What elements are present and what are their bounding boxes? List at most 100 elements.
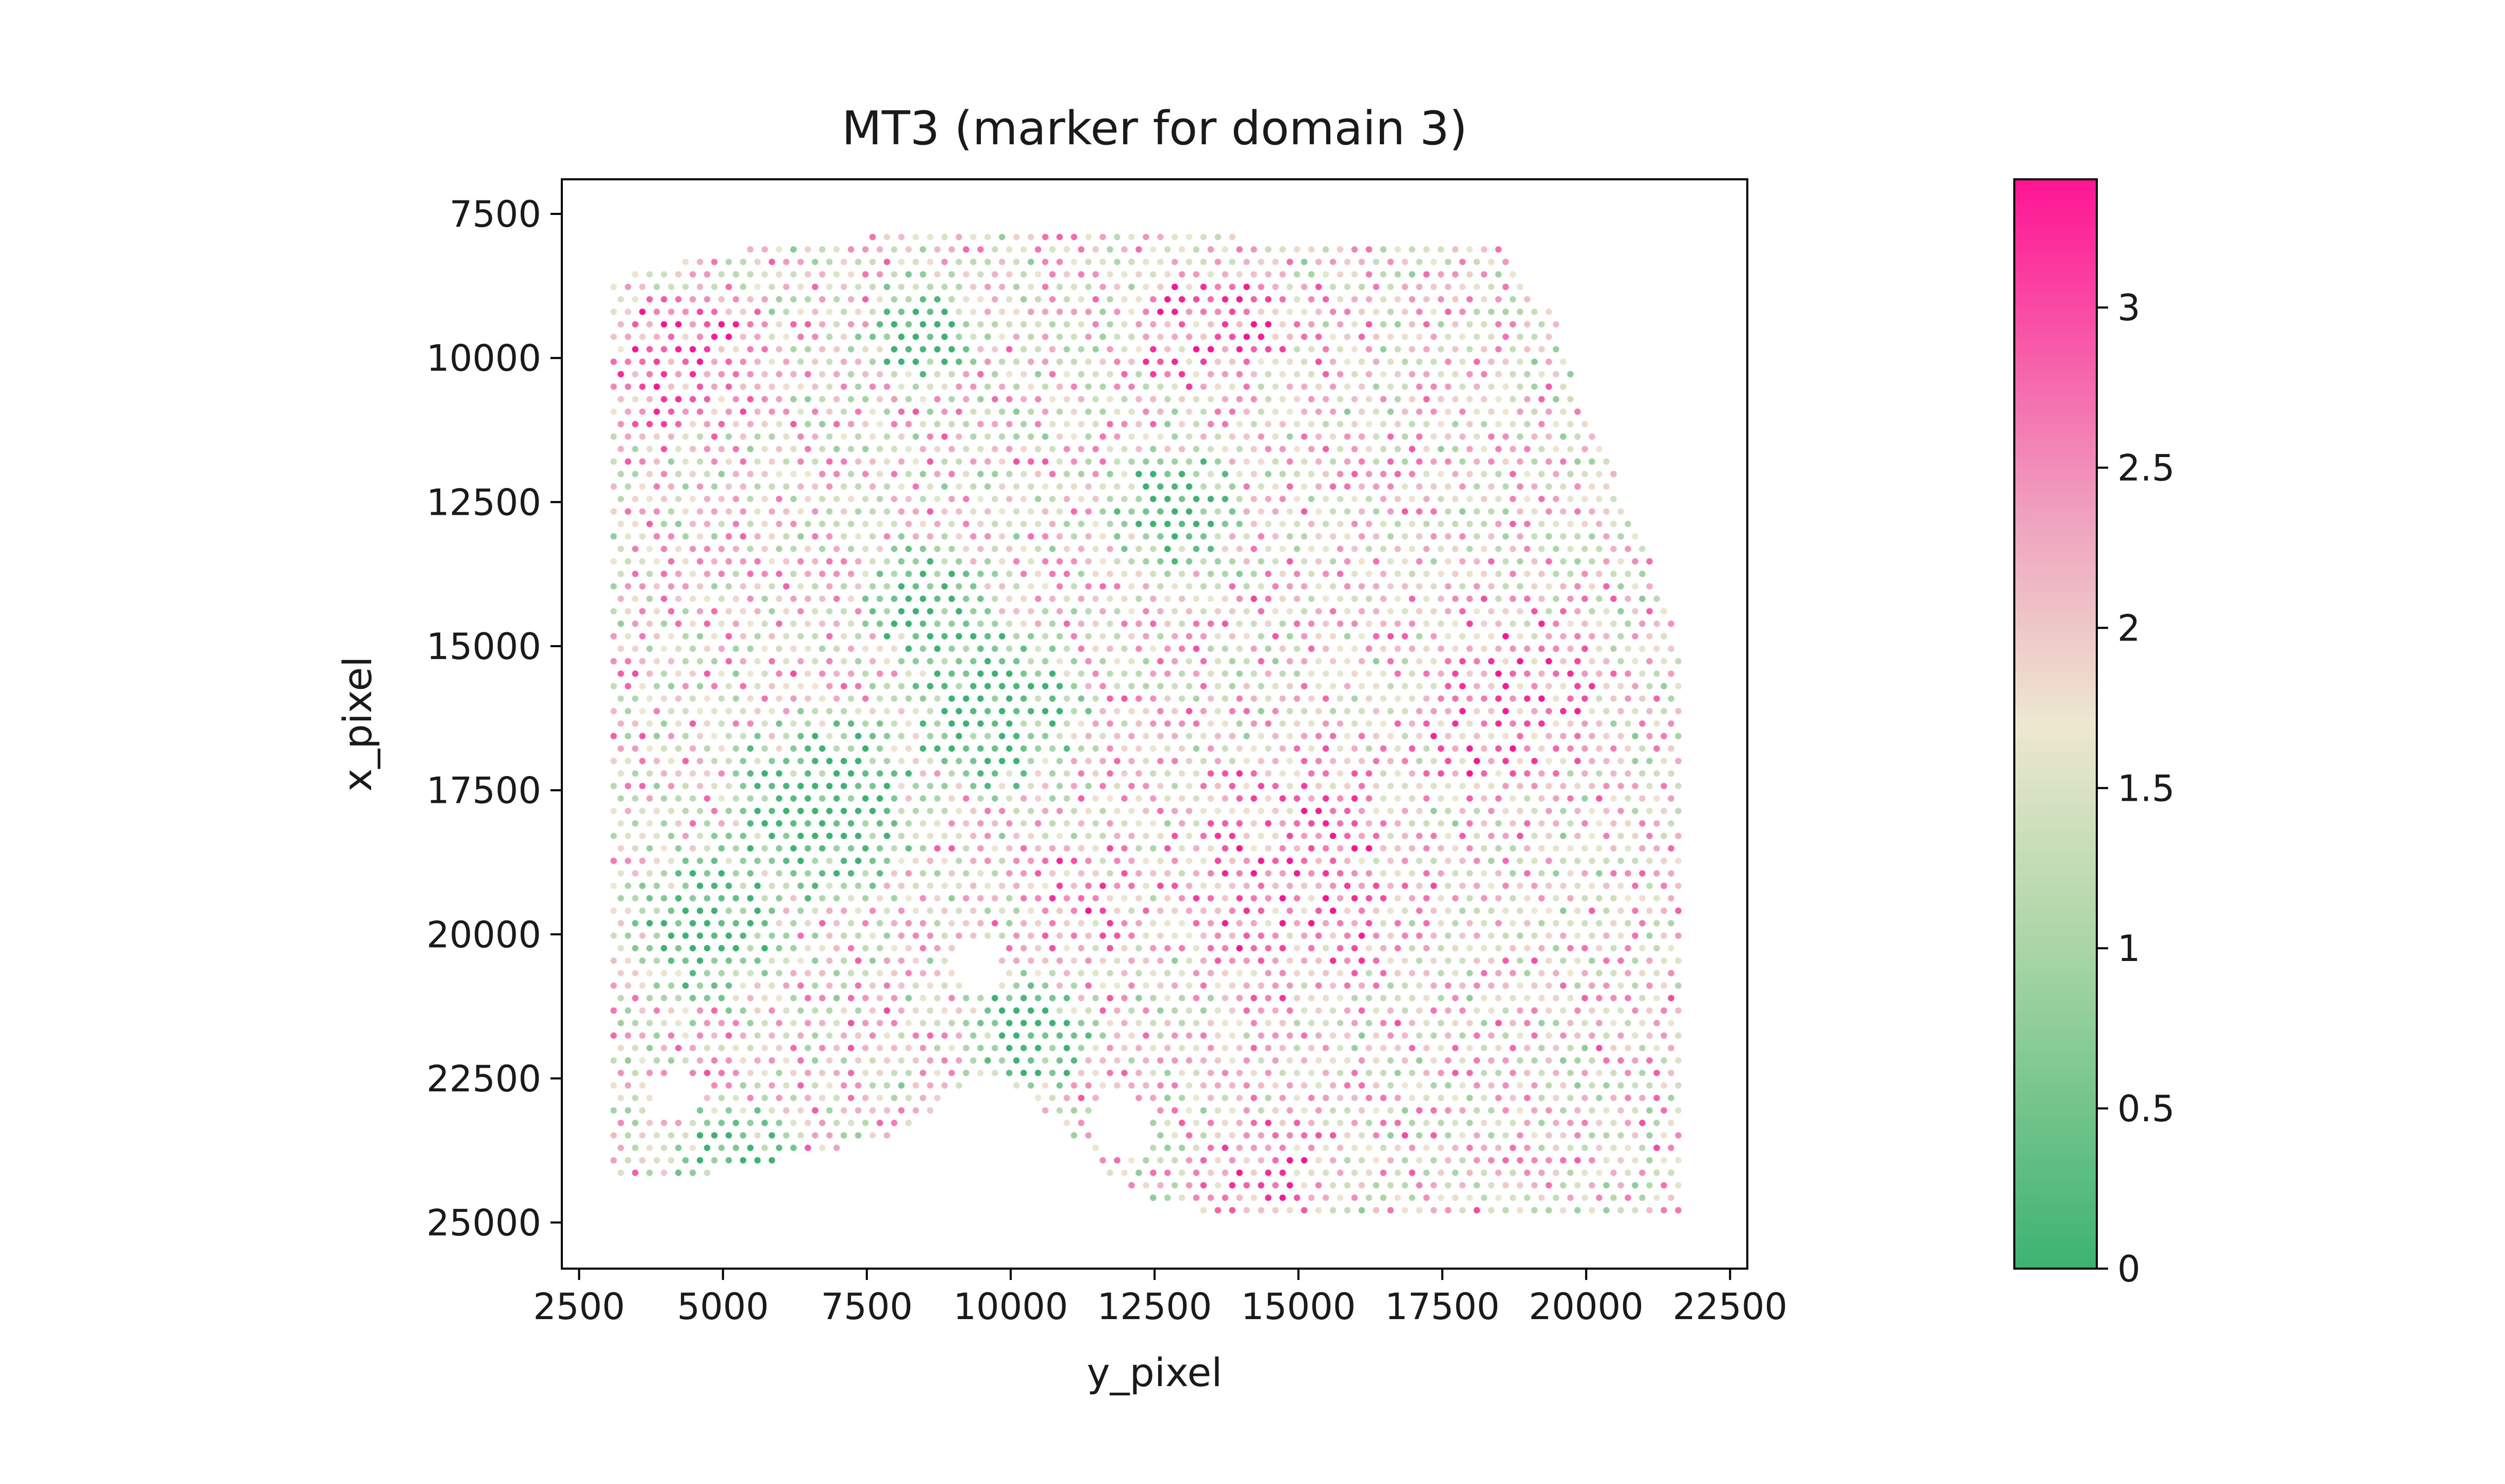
data-point [1365, 945, 1373, 952]
data-point [776, 670, 782, 677]
data-point [1617, 982, 1624, 989]
data-point [1474, 1107, 1480, 1114]
data-point [1351, 346, 1358, 352]
data-point [1250, 895, 1257, 902]
data-point [1394, 1094, 1401, 1101]
data-point [654, 857, 660, 864]
data-point [1171, 957, 1178, 964]
data-point [1071, 932, 1077, 939]
data-point [776, 870, 782, 877]
data-point [1574, 633, 1581, 640]
data-point [1250, 271, 1257, 278]
data-point [855, 907, 862, 914]
data-point [1654, 745, 1660, 752]
data-point [667, 807, 675, 815]
data-point [847, 396, 855, 402]
data-point [1538, 620, 1545, 627]
data-point [1344, 433, 1351, 440]
data-point [1625, 795, 1631, 802]
data-point [1092, 546, 1099, 552]
data-point [998, 733, 1006, 739]
data-point [1006, 795, 1013, 802]
data-point [1092, 620, 1099, 627]
data-point [1308, 920, 1315, 926]
data-point [1157, 333, 1164, 340]
data-point [912, 283, 919, 290]
data-point [1445, 558, 1451, 565]
data-point [1423, 520, 1430, 527]
data-point [783, 308, 790, 315]
data-point [1380, 520, 1387, 527]
data-point [948, 420, 955, 428]
data-point [840, 458, 847, 465]
data-point [718, 994, 725, 1002]
data-point [984, 932, 991, 939]
data-point [1020, 1044, 1027, 1052]
data-point [617, 420, 624, 428]
data-point [883, 1032, 891, 1039]
data-point [1214, 508, 1221, 515]
data-point [1157, 259, 1164, 265]
data-point [927, 333, 933, 340]
data-point [1258, 807, 1264, 815]
data-point [1545, 1082, 1552, 1089]
data-point [740, 733, 746, 739]
data-point [761, 820, 768, 827]
data-point [1596, 920, 1602, 926]
data-point [833, 520, 840, 527]
data-point [1358, 1082, 1365, 1089]
data-point [941, 608, 948, 615]
data-point [912, 833, 919, 839]
data-point [826, 733, 833, 739]
data-point [1531, 932, 1538, 939]
data-point [862, 446, 869, 452]
data-point [948, 371, 955, 378]
data-point [898, 1057, 905, 1064]
data-point [1099, 757, 1106, 765]
data-point [1027, 932, 1034, 939]
data-point [1243, 333, 1250, 340]
data-point [1157, 283, 1164, 290]
data-point [1373, 957, 1380, 964]
data-point [869, 658, 876, 665]
data-point [1531, 383, 1538, 390]
data-point [805, 645, 811, 652]
data-point [1531, 458, 1538, 465]
data-point [1301, 1057, 1308, 1064]
data-point [1552, 770, 1559, 777]
data-point [1207, 645, 1214, 652]
data-point [1114, 283, 1121, 290]
data-point [1581, 870, 1588, 877]
data-point [711, 408, 718, 415]
data-point [769, 1007, 775, 1014]
data-point [783, 707, 790, 715]
data-point [1351, 595, 1358, 602]
data-point [920, 820, 926, 827]
data-point [1229, 882, 1235, 889]
data-point [984, 233, 991, 241]
data-point [891, 820, 898, 827]
data-point [992, 920, 998, 926]
data-point [891, 396, 898, 402]
data-point [970, 857, 977, 864]
data-point [941, 433, 948, 440]
data-point [1474, 957, 1480, 964]
data-point [1214, 608, 1221, 615]
data-point [1667, 920, 1675, 926]
data-point [1027, 857, 1034, 864]
data-point [956, 1057, 962, 1064]
data-point [1287, 333, 1293, 340]
data-point [1488, 757, 1495, 765]
data-point [1401, 707, 1408, 715]
data-point [1236, 820, 1243, 827]
data-point [1610, 645, 1617, 652]
data-point [1301, 1082, 1308, 1089]
data-point [1308, 620, 1315, 627]
data-point [905, 695, 912, 702]
data-point [826, 658, 833, 665]
data-point [984, 907, 991, 914]
data-point [869, 533, 876, 540]
data-point [682, 833, 689, 839]
data-point [1193, 895, 1200, 902]
data-point [934, 920, 941, 926]
